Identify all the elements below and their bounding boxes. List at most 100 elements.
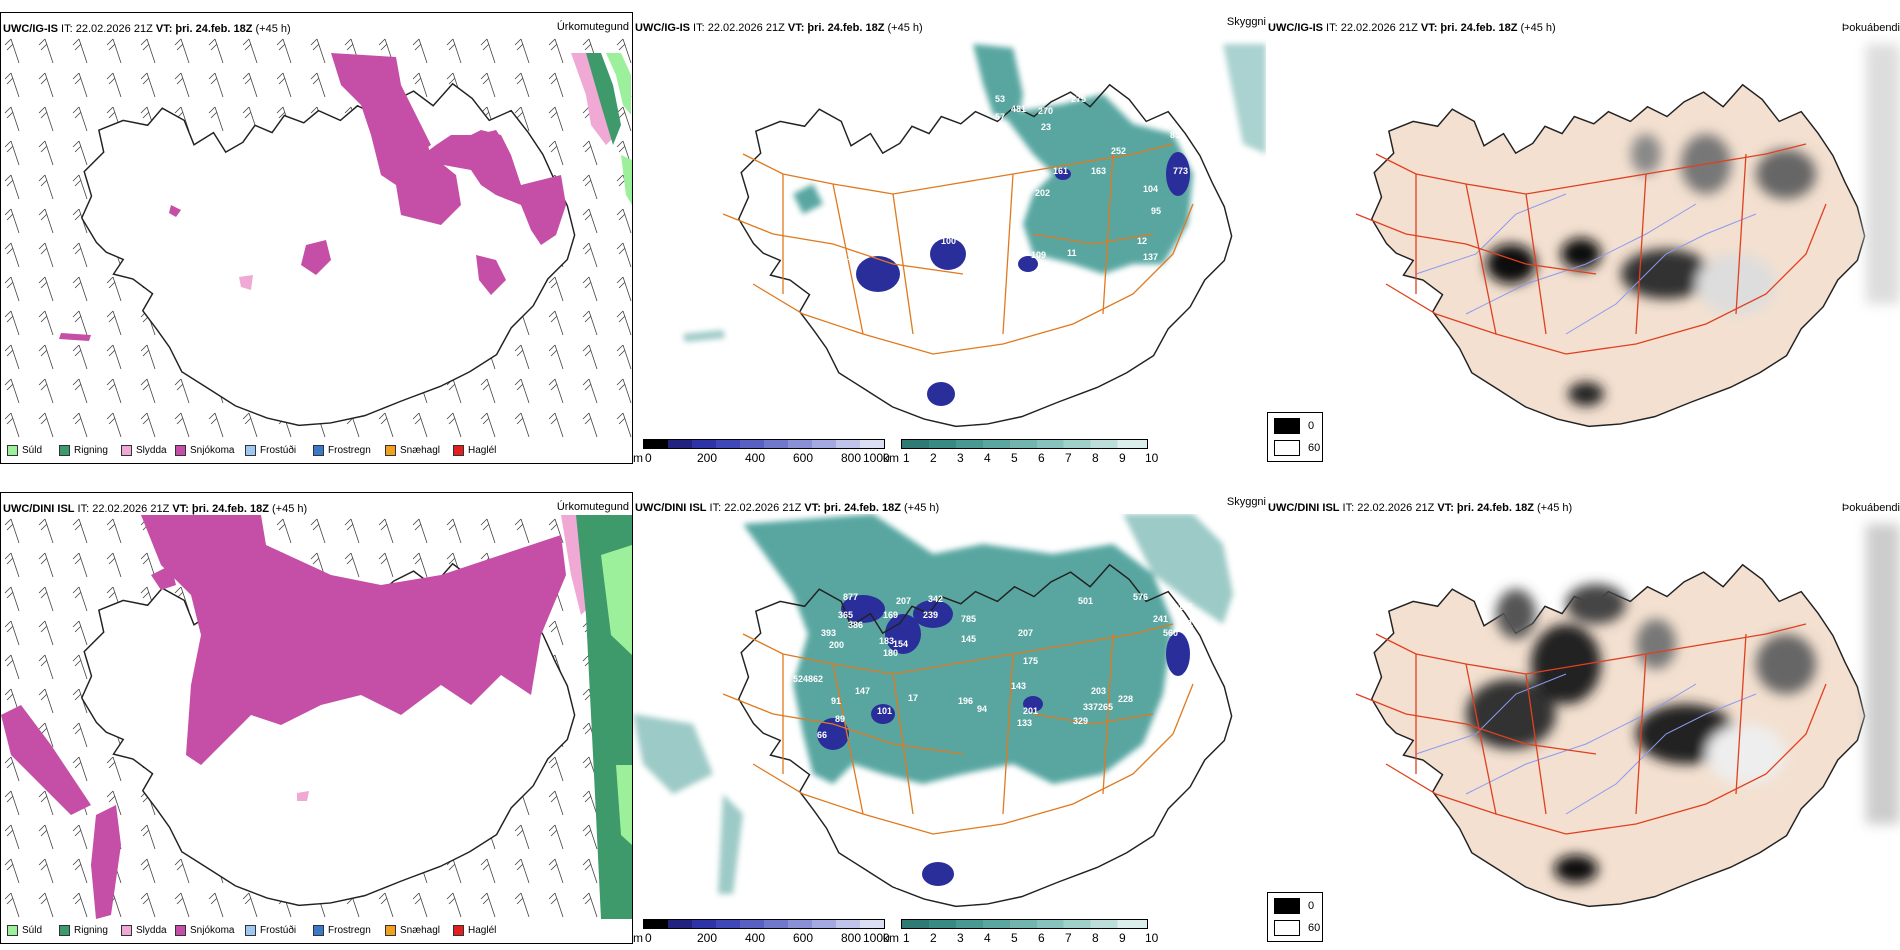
fog-map (1355, 524, 1900, 908)
panel-header: UWC/DINI ISL IT: 22.02.2026 21Z VT: þri.… (635, 502, 939, 515)
visibility-tick: 7 (1065, 931, 1072, 945)
visibility-tick: 1 (903, 451, 910, 465)
ceiling-unit: m (633, 451, 643, 465)
ceiling-label: 89 (835, 714, 845, 724)
legend-swatch (453, 445, 464, 456)
legend-swatch (313, 445, 324, 456)
legend-swatch (175, 925, 186, 936)
ceiling-tick: 1000 (863, 451, 890, 465)
fog-panel-ig: UWC/IG-IS IT: 22.02.2026 21Z VT: þri. 24… (1266, 12, 1900, 464)
ceiling-label: 53 (995, 94, 1005, 104)
legend-swatch (59, 445, 70, 456)
fog-swatch (1274, 898, 1300, 914)
ceiling-label: 202 (1035, 188, 1050, 198)
legend-label: Haglél (468, 445, 497, 456)
ceiling-labels: 53 481 270 275 57 23 126 161 163 252 85 773 104 202 95… (847, 94, 1188, 396)
visibility-tick: 5 (1011, 451, 1018, 465)
visibility-gradient (901, 919, 1148, 929)
rain-sleet-edge (571, 53, 632, 205)
ceiling-label: 773 (1173, 166, 1188, 176)
legend-item-hail: Haglél (453, 925, 496, 936)
fog-legend-value: 60 (1308, 442, 1321, 454)
ceiling-label: 137 (1143, 252, 1158, 262)
legend-label: Rigning (74, 445, 108, 456)
legend-item-drizzle: Súld (7, 925, 42, 936)
precip-legend: Súld Rigning Slydda Snjókoma Frostúði Fr… (7, 925, 627, 941)
ceiling-label: 126 (1005, 152, 1020, 162)
panel-header: UWC/DINI ISL IT: 22.02.2026 21Z VT: þri.… (3, 503, 307, 516)
visibility-tick: 9 (1119, 451, 1126, 465)
ceiling-label: 241 (1153, 614, 1168, 624)
fog-legend-light: 60 (1274, 920, 1320, 936)
ceiling-label: 207 (1018, 628, 1033, 638)
ceiling-label: 175 (1023, 656, 1038, 666)
legend-item-rain: Rigning (59, 445, 108, 456)
legend-label: Rigning (74, 925, 108, 936)
ceiling-label: 329 (1073, 716, 1088, 726)
visibility-tick: 4 (984, 931, 991, 945)
header-lead: (+45 h) (1533, 502, 1573, 514)
visibility-colorbar: km 1 2 3 4 5 6 7 8 9 10 (883, 439, 1203, 465)
ceiling-label: 252 (1111, 146, 1126, 156)
header-init: IT: 22.02.2026 21Z (1339, 502, 1438, 514)
ceiling-unit: m (633, 931, 643, 945)
legend-swatch (313, 925, 324, 936)
ceiling-label: 203 (1091, 686, 1106, 696)
visibility-gradient (901, 439, 1148, 449)
legend-item-snow-pellets: Snæhagl (385, 925, 440, 936)
fog-swatch (1274, 920, 1300, 936)
fog-legend-value: 0 (1308, 900, 1315, 912)
ceiling-label: 270 (1038, 106, 1053, 116)
land-area (1371, 84, 1866, 428)
ceiling-label: 200 (829, 640, 844, 650)
snow-areas (1, 515, 566, 919)
visibility-tick: 4 (984, 451, 991, 465)
legend-swatch (245, 445, 256, 456)
legend-label: Súld (22, 925, 43, 936)
visibility-tick: 9 (1119, 931, 1126, 945)
fog-legend-value: 60 (1308, 922, 1321, 934)
visibility-tick: 2 (930, 931, 937, 945)
fog-legend: 0 60 (1267, 412, 1323, 462)
fog-legend-dark: 0 (1274, 418, 1314, 434)
ceiling-label: 877 (843, 592, 858, 602)
legend-label: Snæhagl (400, 925, 441, 936)
ceiling-label: 393 (821, 628, 836, 638)
ceiling-label: 109 (847, 252, 862, 262)
ceiling-label: 337265 (1083, 702, 1113, 712)
panel-title: Úrkomutegund (556, 21, 629, 33)
legend-swatch (453, 925, 464, 936)
header-init: IT: 22.02.2026 21Z (706, 502, 805, 514)
visibility-unit: km (883, 931, 899, 945)
fog-legend: 0 60 (1267, 892, 1323, 942)
river-network (1415, 673, 1757, 815)
panel-header: UWC/IG-IS IT: 22.02.2026 21Z VT: þri. 24… (635, 22, 923, 35)
precip-map (1, 515, 632, 919)
fog-map (1355, 44, 1900, 428)
legend-label: Haglél (468, 925, 497, 936)
ceiling-label: 101 (1178, 618, 1193, 628)
fog-swatch (1274, 440, 1300, 456)
header-model: UWC/IG-IS (3, 23, 58, 35)
panel-header: UWC/IG-IS IT: 22.02.2026 21Z VT: þri. 24… (1268, 22, 1556, 35)
ceiling-label: 207 (896, 596, 911, 606)
ceiling-label: 109 (1031, 250, 1046, 260)
legend-item-drizzle: Súld (7, 445, 42, 456)
ceiling-colorbar: m 0 200 400 600 800 1000 (633, 439, 890, 465)
road-network (1355, 143, 1827, 355)
ceiling-tick: 800 (841, 931, 862, 945)
ceiling-label: 117 (881, 234, 896, 244)
header-vt-label: VT: (787, 22, 805, 34)
ceiling-tick: 600 (793, 451, 814, 465)
ceiling-label: 239 (923, 610, 938, 620)
panel-title: Þokuábendi (1841, 22, 1900, 34)
header-lead: (+45 h) (252, 23, 291, 35)
legend-item-sleet: Slydda (121, 925, 167, 936)
legend-swatch (385, 925, 396, 936)
visibility-tick: 7 (1065, 451, 1072, 465)
ceiling-tick: 800 (841, 451, 862, 465)
ceiling-label: 161 (1053, 166, 1068, 176)
legend-swatch (385, 445, 396, 456)
legend-label: Slydda (136, 925, 167, 936)
panel-header: UWC/DINI ISL IT: 22.02.2026 21Z VT: þri.… (1268, 502, 1572, 515)
